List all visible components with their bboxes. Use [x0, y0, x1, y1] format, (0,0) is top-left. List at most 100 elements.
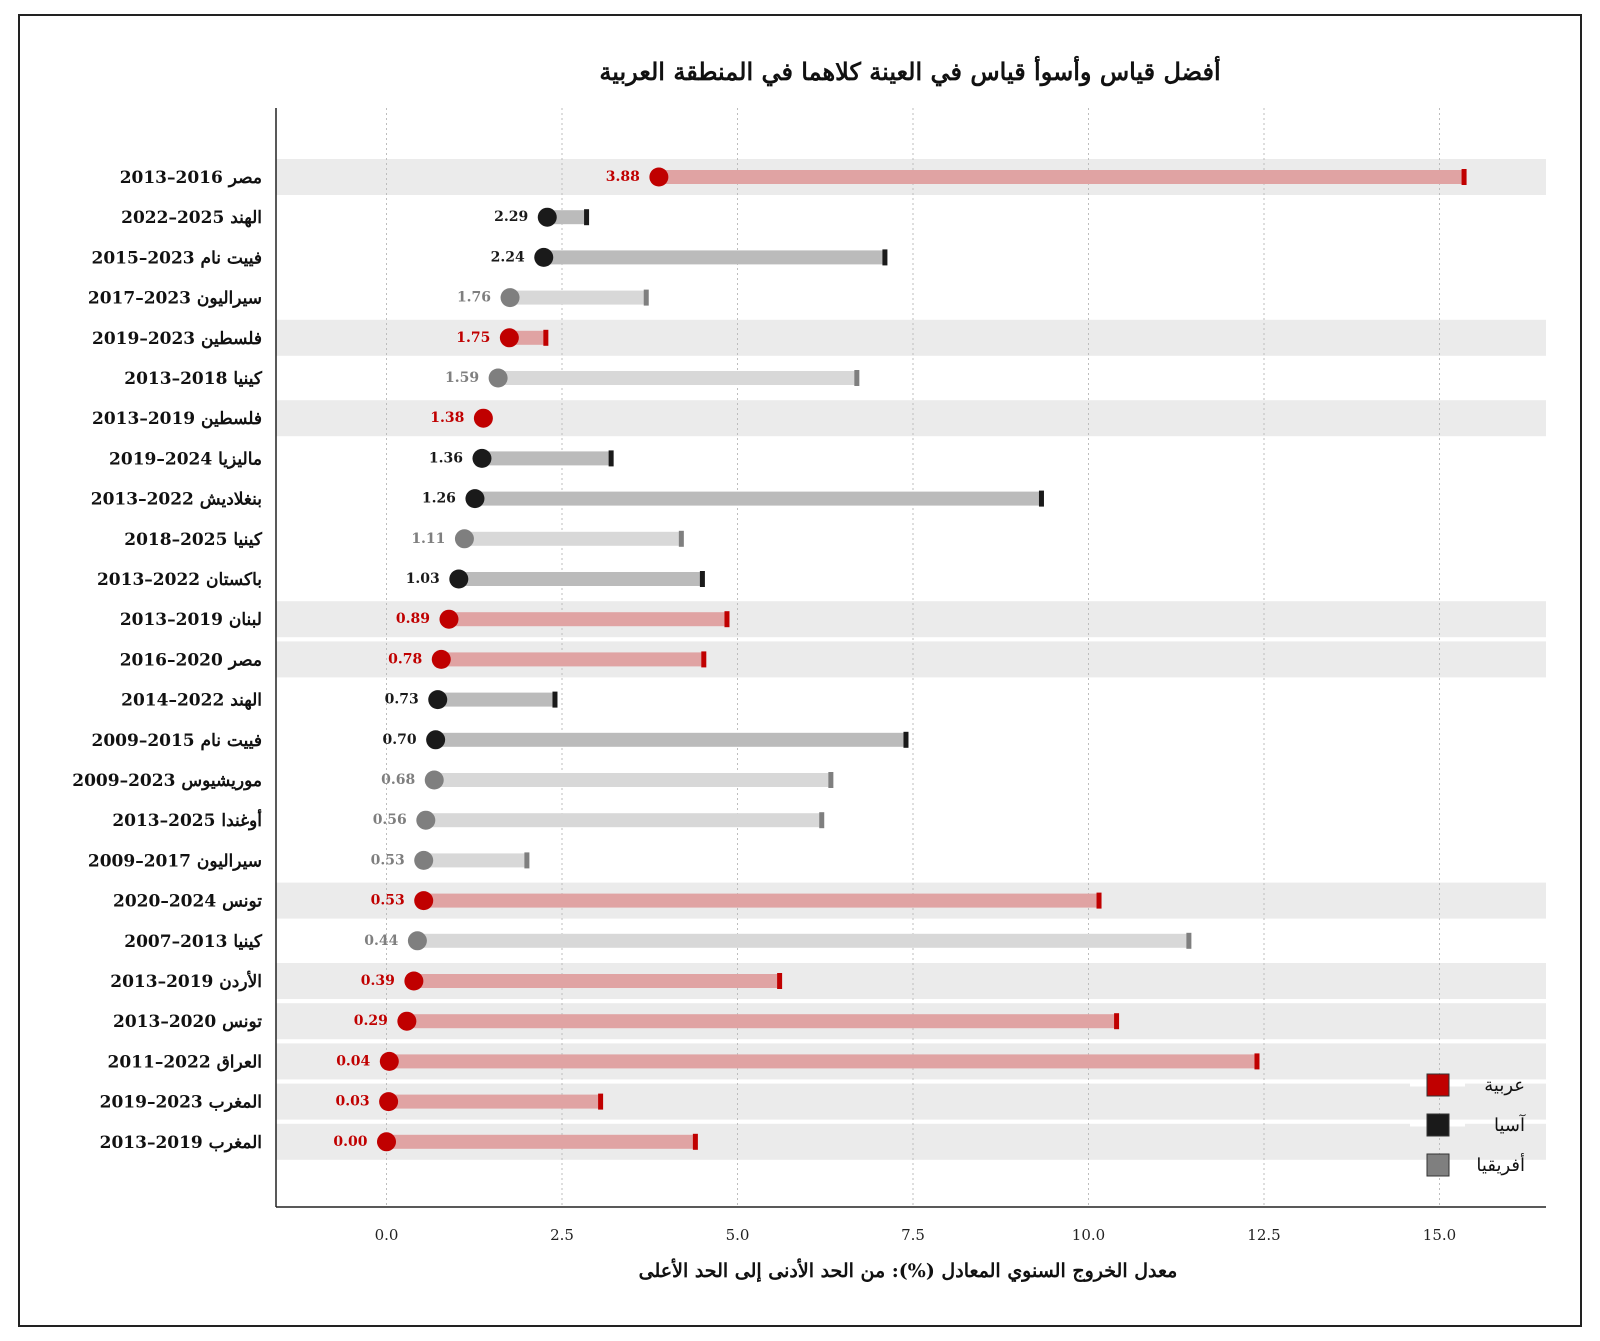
- row-years: 2020–2013: [113, 1012, 216, 1032]
- max-marker: [1096, 892, 1102, 909]
- min-value-label: 0.56: [373, 812, 407, 828]
- dumbbell-row: 1.26: [422, 489, 1044, 509]
- max-marker: [524, 852, 530, 869]
- max-marker: [678, 530, 684, 547]
- range-bar: [547, 210, 587, 225]
- min-value-label: 0.70: [383, 732, 417, 748]
- min-value-label: 3.88: [606, 169, 640, 185]
- x-tick-label: 2.5: [550, 1226, 574, 1244]
- dumbbell-row: 1.03: [406, 569, 705, 589]
- row-label: مصر 2016–2013: [120, 168, 262, 188]
- max-marker: [854, 370, 860, 386]
- row-years: 2019–2013: [120, 610, 223, 630]
- row-years: 2024–2020: [113, 892, 216, 912]
- row-label: تونس 2020–2013: [113, 1012, 262, 1032]
- max-marker: [643, 289, 649, 306]
- range-bar: [474, 491, 1042, 506]
- row-label: الأردن 2019–2013: [110, 970, 262, 992]
- row-years: 2024–2019: [109, 449, 212, 469]
- row-label: تونس 2024–2020: [113, 892, 262, 912]
- row-country: بنغلاديش: [194, 490, 262, 510]
- row-years: 2020–2016: [120, 650, 223, 670]
- min-value-label: 0.53: [371, 852, 405, 868]
- dumbbell-row: 1.11: [411, 529, 684, 549]
- row-country: باكستان: [200, 570, 262, 590]
- row-label: موريشيوس 2023–2009: [72, 771, 262, 791]
- row-years: 2022–2014: [121, 691, 224, 711]
- row-label: الهند 2025–2022: [121, 208, 262, 228]
- row-label: كينيا 2025–2018: [124, 530, 263, 550]
- min-point: [377, 1132, 396, 1152]
- row-years: 2025–2022: [121, 208, 224, 228]
- dumbbell-row: 0.53: [371, 850, 530, 870]
- row-label: المغرب 2023–2019: [100, 1093, 262, 1113]
- max-marker: [777, 973, 783, 989]
- row-country: فييت نام: [195, 731, 262, 751]
- x-tick-label: 10.0: [1072, 1226, 1105, 1244]
- max-marker: [584, 209, 590, 226]
- row-years: 2019–2013: [92, 409, 195, 429]
- range-bar: [423, 893, 1100, 908]
- dumbbell-row: 0.53: [371, 891, 1102, 911]
- x-tick-label: 7.5: [901, 1226, 925, 1244]
- dumbbell-row: 0.39: [361, 971, 783, 991]
- min-point: [449, 569, 469, 589]
- x-tick-label: 12.5: [1247, 1226, 1280, 1244]
- dumbbell-row: 2.24: [491, 247, 888, 267]
- x-axis-label: معدل الخروج السنوي المعادل (%): من الحد …: [639, 1258, 1178, 1283]
- dumbbell-row: 0.00: [333, 1132, 698, 1152]
- min-point: [534, 247, 554, 267]
- range-bar: [386, 1134, 696, 1149]
- data-rows: 3.88 2.29 2.24 1.76 1.75 1.59 1.38 1.36 1.26 1.11…: [333, 167, 1467, 1152]
- legend-label: عربية: [1484, 1075, 1525, 1096]
- max-marker: [724, 611, 730, 628]
- row-label: فييت نام 2015–2009: [91, 731, 262, 751]
- min-point: [397, 1011, 417, 1031]
- dumbbell-row: 0.04: [336, 1051, 1260, 1071]
- dumbbell-row: 1.38: [430, 408, 493, 428]
- row-label: العراق 2022–2011: [108, 1052, 262, 1072]
- range-bar: [417, 933, 1189, 948]
- row-country: تونس: [216, 1012, 262, 1032]
- dumbbell-row: 0.03: [335, 1092, 604, 1112]
- range-bar: [464, 531, 682, 546]
- row-years: 2023–2017: [88, 289, 191, 309]
- dumbbell-row: 0.73: [385, 690, 558, 710]
- row-years: 2019–2013: [110, 972, 213, 992]
- x-tick-label: 5.0: [726, 1226, 750, 1244]
- row-years: 2023–2015: [91, 248, 194, 268]
- min-value-label: 1.76: [457, 290, 491, 306]
- max-marker: [1254, 1053, 1260, 1070]
- row-label: سيراليون 2017–2009: [88, 851, 262, 871]
- dumbbell-row: 3.88: [606, 167, 1467, 187]
- range-bar: [389, 1054, 1257, 1069]
- dumbbell-row: 1.59: [445, 368, 860, 388]
- min-point: [426, 730, 446, 750]
- dumbbell-row: 0.68: [381, 770, 834, 790]
- dumbbell-row: 1.36: [429, 448, 614, 468]
- row-country: كينيا: [227, 530, 262, 550]
- max-marker: [882, 249, 888, 266]
- max-marker: [543, 329, 549, 346]
- dumbbell-row: 2.29: [494, 207, 590, 227]
- row-band: [276, 400, 1546, 437]
- dumbbell-row: 1.75: [456, 328, 549, 348]
- row-country: فلسطين: [195, 329, 262, 349]
- range-bar: [434, 773, 831, 787]
- max-marker: [608, 450, 614, 467]
- row-country: فلسطين: [195, 409, 262, 429]
- row-country: العراق: [211, 1052, 262, 1072]
- min-value-label: 1.03: [406, 571, 440, 587]
- legend-label: أفريقيا: [1476, 1153, 1525, 1176]
- row-years: 2015–2009: [91, 731, 194, 751]
- min-value-label: 2.24: [491, 249, 525, 265]
- row-years: 2013–2007: [124, 932, 227, 952]
- legend-swatch: [1426, 1073, 1450, 1097]
- row-years: 2016–2013: [120, 168, 223, 188]
- row-country: كينيا: [227, 369, 262, 389]
- x-tick-label: 0.0: [375, 1226, 399, 1244]
- max-marker: [692, 1133, 698, 1150]
- legend-item: آسيا: [1410, 1113, 1526, 1137]
- min-value-label: 0.03: [335, 1094, 369, 1110]
